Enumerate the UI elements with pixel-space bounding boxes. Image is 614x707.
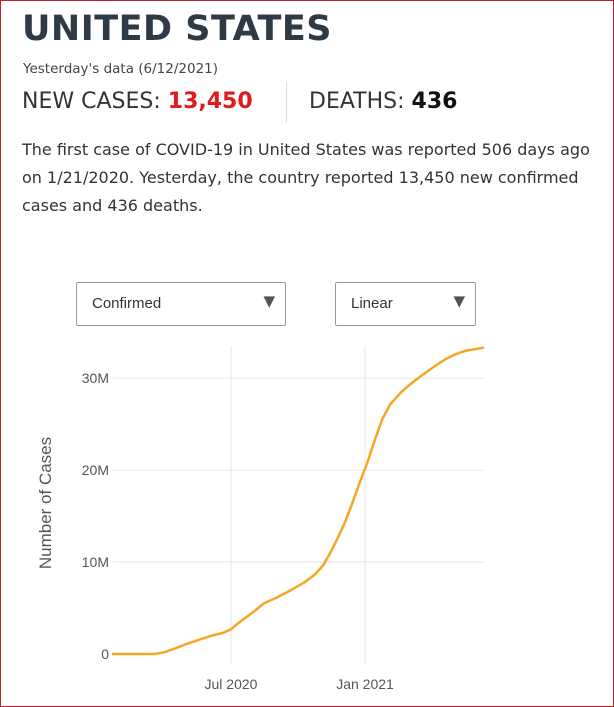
new-cases-label: NEW CASES: <box>22 89 161 114</box>
confirmed-cases-line <box>111 346 485 656</box>
y-tick-label: 10M <box>82 554 109 570</box>
chart-axes: 0 10M 20M 30M Jul 2020 Jan 2021 <box>82 370 394 692</box>
metric-select-value: Confirmed <box>92 295 162 312</box>
y-tick-label: 20M <box>82 462 109 478</box>
summary-paragraph: The first case of COVID-19 in United Sta… <box>22 140 590 215</box>
new-cases-value: 13,450 <box>167 89 253 114</box>
chart-gridlines <box>113 346 483 664</box>
y-axis-label: Number of Cases <box>36 437 55 569</box>
y-tick-label: 30M <box>82 370 109 386</box>
caret-down-icon: ▼ <box>453 292 465 310</box>
deaths-stat: DEATHS: 436 <box>309 89 457 114</box>
scale-select-value: Linear <box>351 295 393 312</box>
deaths-value: 436 <box>411 89 458 114</box>
deaths-label: DEATHS: <box>309 89 405 114</box>
new-cases-stat: NEW CASES: 13,450 <box>22 89 253 114</box>
metric-select[interactable]: Confirmed ▼ <box>76 282 286 326</box>
data-date-subtitle: Yesterday's data (6/12/2021) <box>23 61 219 77</box>
scale-select[interactable]: Linear ▼ <box>335 282 476 326</box>
caret-down-icon: ▼ <box>263 292 275 310</box>
x-tick-label: Jul 2020 <box>205 676 258 692</box>
stats-divider <box>286 81 287 123</box>
x-tick-label: Jan 2021 <box>336 676 394 692</box>
page-title: UNITED STATES <box>22 9 332 49</box>
y-tick-label: 0 <box>101 646 109 662</box>
